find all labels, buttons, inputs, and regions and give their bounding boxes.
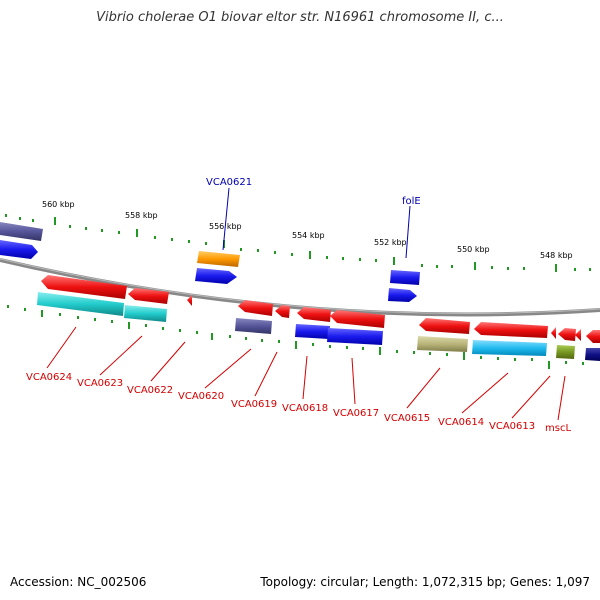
feature-blue-top-left[interactable]	[0, 240, 38, 259]
feature-khaki-vca0615[interactable]	[417, 336, 468, 352]
feature-purple-vca0620[interactable]	[235, 318, 272, 334]
leader-fole	[405, 205, 411, 259]
reverse-strand-features[interactable]	[37, 275, 600, 361]
bottom-gene-labels: VCA0624 VCA0623 VCA0622 VCA0620 VCA0619 …	[26, 372, 571, 434]
feature-red-right-edge[interactable]	[586, 330, 600, 343]
gene-label-vca0620[interactable]: VCA0620	[178, 391, 224, 402]
kbp-label-554: 554 kbp	[292, 231, 325, 240]
feature-blue-vca0621[interactable]	[195, 268, 237, 284]
kbp-label-552: 552 kbp	[374, 238, 407, 247]
feature-vca0613-c[interactable]	[575, 329, 581, 341]
inner-tick-ring	[7, 305, 584, 369]
kbp-label-550: 550 kbp	[457, 245, 490, 254]
feature-cyan-vca0624[interactable]	[37, 292, 124, 316]
feature-blue-vca0618[interactable]	[295, 324, 330, 339]
genome-summary-text: Topology: circular; Length: 1,072,315 bp…	[260, 575, 590, 589]
top-gene-labels: VCA0621 folE	[206, 177, 421, 259]
gene-label-fole[interactable]: folE	[402, 196, 421, 207]
gene-label-vca0622[interactable]: VCA0622	[127, 385, 173, 396]
feature-blue-fole-top[interactable]	[390, 270, 420, 285]
feature-vca0620[interactable]	[238, 300, 273, 316]
feature-orange-vca0621[interactable]	[197, 251, 240, 267]
map-title: Vibrio cholerae O1 biovar eltor str. N16…	[96, 10, 504, 25]
feature-navy-right-edge[interactable]	[585, 348, 600, 361]
forward-strand-features[interactable]	[0, 222, 420, 302]
feature-blue-vca0617[interactable]	[327, 328, 383, 345]
gene-label-vca0619[interactable]: VCA0619	[231, 399, 277, 410]
feature-vca0619[interactable]	[275, 305, 290, 318]
feature-purple-top-left[interactable]	[0, 222, 43, 241]
feature-vca0622[interactable]	[187, 295, 192, 306]
gene-label-vca0617[interactable]: VCA0617	[333, 408, 379, 419]
accession-text: Accession: NC_002506	[10, 575, 147, 589]
feature-vca0624[interactable]	[41, 275, 127, 299]
feature-vca0623[interactable]	[128, 288, 169, 304]
outer-tick-ring	[5, 214, 591, 272]
gene-label-mscl[interactable]: mscL	[545, 423, 571, 434]
gene-label-vca0623[interactable]: VCA0623	[77, 378, 123, 389]
chromosome-backbone	[0, 258, 600, 317]
bottom-leader-lines	[46, 326, 566, 421]
kbp-label-558: 558 kbp	[125, 211, 158, 220]
chromosome-backbone-highlight	[0, 258, 600, 314]
gene-label-vca0613[interactable]: VCA0613	[489, 421, 535, 432]
feature-vca0615[interactable]	[419, 318, 470, 334]
feature-blue-fole[interactable]	[388, 288, 417, 302]
feature-vca0617[interactable]	[330, 310, 385, 328]
feature-sky-vca0614[interactable]	[472, 340, 547, 356]
kbp-label-560: 560 kbp	[42, 200, 75, 209]
kbp-labels: 560 kbp 558 kbp 556 kbp 554 kbp 552 kbp …	[42, 200, 573, 260]
gene-label-vca0615[interactable]: VCA0615	[384, 413, 430, 424]
feature-cyan-vca0623[interactable]	[124, 305, 167, 322]
feature-vca0613-a[interactable]	[551, 327, 556, 339]
feature-vca0614[interactable]	[474, 322, 548, 338]
gene-label-vca0621[interactable]: VCA0621	[206, 177, 252, 188]
feature-olive-mscl[interactable]	[556, 345, 575, 359]
feature-vca0618[interactable]	[297, 307, 331, 322]
gene-label-vca0624[interactable]: VCA0624	[26, 372, 72, 383]
kbp-label-548: 548 kbp	[540, 251, 573, 260]
gene-label-vca0614[interactable]: VCA0614	[438, 417, 484, 428]
leader-vca0621	[222, 187, 230, 251]
gene-label-vca0618[interactable]: VCA0618	[282, 403, 328, 414]
feature-vca0613-b[interactable]	[558, 328, 576, 341]
